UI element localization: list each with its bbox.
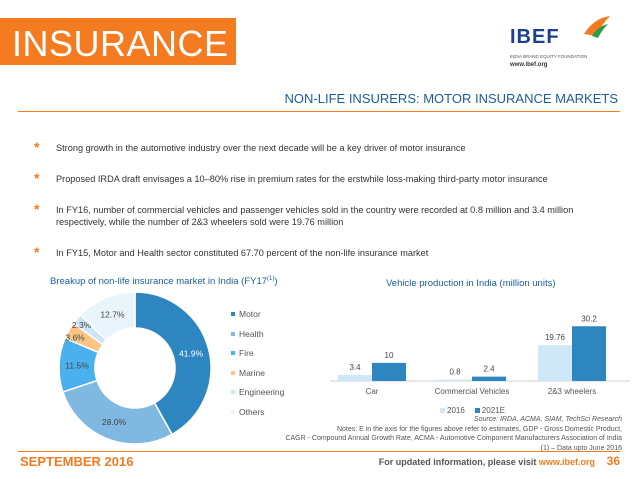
x-tick-label: 2&3 wheelers [548,387,596,396]
legend-label: 2016 [447,406,465,415]
star-icon: * [34,244,40,260]
bar-value-label: 0.8 [449,368,461,377]
bar-legend: 2016 2021E [440,406,505,415]
bullet-text: Strong growth in the automotive industry… [56,143,466,153]
notes-line-1: Notes: E in the axis for the figures abo… [336,425,622,433]
legend-item-motor: Motor [231,309,284,329]
donut-chart-title: Breakup of non-life insurance market in … [50,276,278,288]
bullet-item: * Proposed IRDA draft envisages a 10–80% … [34,170,624,186]
notes-line-2: CAGR - Compound Annual Growth Rate, ACMA… [285,435,622,442]
x-tick-label: Car [366,387,379,396]
legend-label: 2021E [481,406,505,415]
legend-swatch [231,331,235,336]
legend-swatch [231,351,235,355]
bar-2021e-2 [572,326,606,381]
bar-value-label: 10 [385,351,394,360]
legend-swatch [440,408,445,413]
bar-2021e-1 [472,376,506,381]
bar-2021e-0 [372,362,406,381]
logo-tagline: INDIA BRAND EQUITY FOUNDATION [510,54,588,59]
bar-value-label: 2.4 [483,365,495,374]
section-subtitle: NON-LIFE INSURERS: MOTOR INSURANCE MARKE… [284,91,618,106]
star-icon: * [34,139,40,155]
footer-divider [18,451,620,452]
donut-slice-others [79,291,136,342]
header-divider [18,111,620,112]
chart-notes: Source: IRDA, ACMA, SIAM, TechSci Resear… [285,415,622,453]
legend-item-health: Health [231,329,284,349]
donut-label: 28.0% [102,417,127,427]
bullet-item: * In FY15, Motor and Health sector consti… [34,244,624,260]
footer-visit-text: For updated information, please visit ww… [378,457,595,467]
bar-2016-2 [538,345,572,381]
donut-chart: 41.9% 28.0% 11.5% 3.6% 2.3% 12.7% [58,291,212,445]
page-number: 36 [606,454,620,468]
bullet-item: * In FY16, number of commercial vehicles … [34,201,624,228]
logo-name: IBEF [510,26,560,48]
bird-icon [584,16,610,38]
source-text: IRDA, ACMA, SIAM, TechSci Research [498,416,622,423]
legend-swatch [231,390,235,394]
legend-swatch [231,370,235,375]
bullet-text: In FY16, number of commercial vehicles a… [56,205,574,227]
bar-2016-1 [438,379,472,381]
donut-slice-health [61,379,174,445]
bullet-text: Proposed IRDA draft envisages a 10–80% r… [56,174,548,184]
bar-value-label: 30.2 [581,314,597,323]
donut-slice-motor [134,291,212,436]
bar-value-label: 19.76 [545,333,566,342]
legend-swatch [231,409,235,414]
page-title: INSURANCE [12,23,229,64]
footer-date: SEPTEMBER 2016 [20,454,134,469]
legend-item-engineering: Engineering [231,387,284,407]
legend-label: Fire [239,348,254,358]
logo-url: www.ibef.org [510,62,548,68]
star-icon: * [34,201,40,217]
legend-swatch [231,312,235,316]
legend-item-fire: Fire [231,348,284,368]
legend-item-others: Others [231,407,284,427]
footer-url-link[interactable]: www.ibef.org [538,457,595,467]
legend-label: Others [239,406,265,417]
bar-value-label: 3.4 [349,363,361,372]
legend-label: Engineering [239,387,285,397]
ibef-logo: IBEF INDIA BRAND EQUITY FOUNDATION www.i… [510,16,620,72]
bullet-list: * Strong growth in the automotive industr… [34,139,624,278]
bar-legend-item: 2021E [474,406,505,415]
bar-2016-0 [338,374,372,381]
bar-legend-item: 2016 [440,406,465,415]
source-label: Source: [473,416,499,423]
donut-label: 11.5% [65,361,89,371]
donut-label: 12.7% [100,310,125,320]
bullet-text: In FY15, Motor and Health sector constit… [56,248,429,258]
bullet-item: * Strong growth in the automotive industr… [34,139,624,155]
star-icon: * [34,170,40,186]
legend-item-marine: Marine [231,368,284,388]
donut-label: 41.9% [179,348,204,358]
legend-label: Marine [239,367,265,378]
donut-legend: Motor Health Fire Marine Engineering Others [231,309,284,426]
bar-chart: 3.4 10 Car 0.8 2.4 Commercial Vehicles 19.76 30… [330,314,630,396]
legend-label: Health [239,328,264,339]
legend-label: Motor [239,309,261,319]
bar-chart-title: Vehicle production in India (million uni… [386,278,556,289]
donut-label: 3.6% [65,332,85,342]
title-bar [0,18,236,65]
x-tick-label: Commercial Vehicles [435,387,510,396]
legend-swatch [474,408,480,413]
notes-line-3: (1) – Data upto June 2016 [540,444,622,452]
donut-label: 2.3% [72,320,92,330]
